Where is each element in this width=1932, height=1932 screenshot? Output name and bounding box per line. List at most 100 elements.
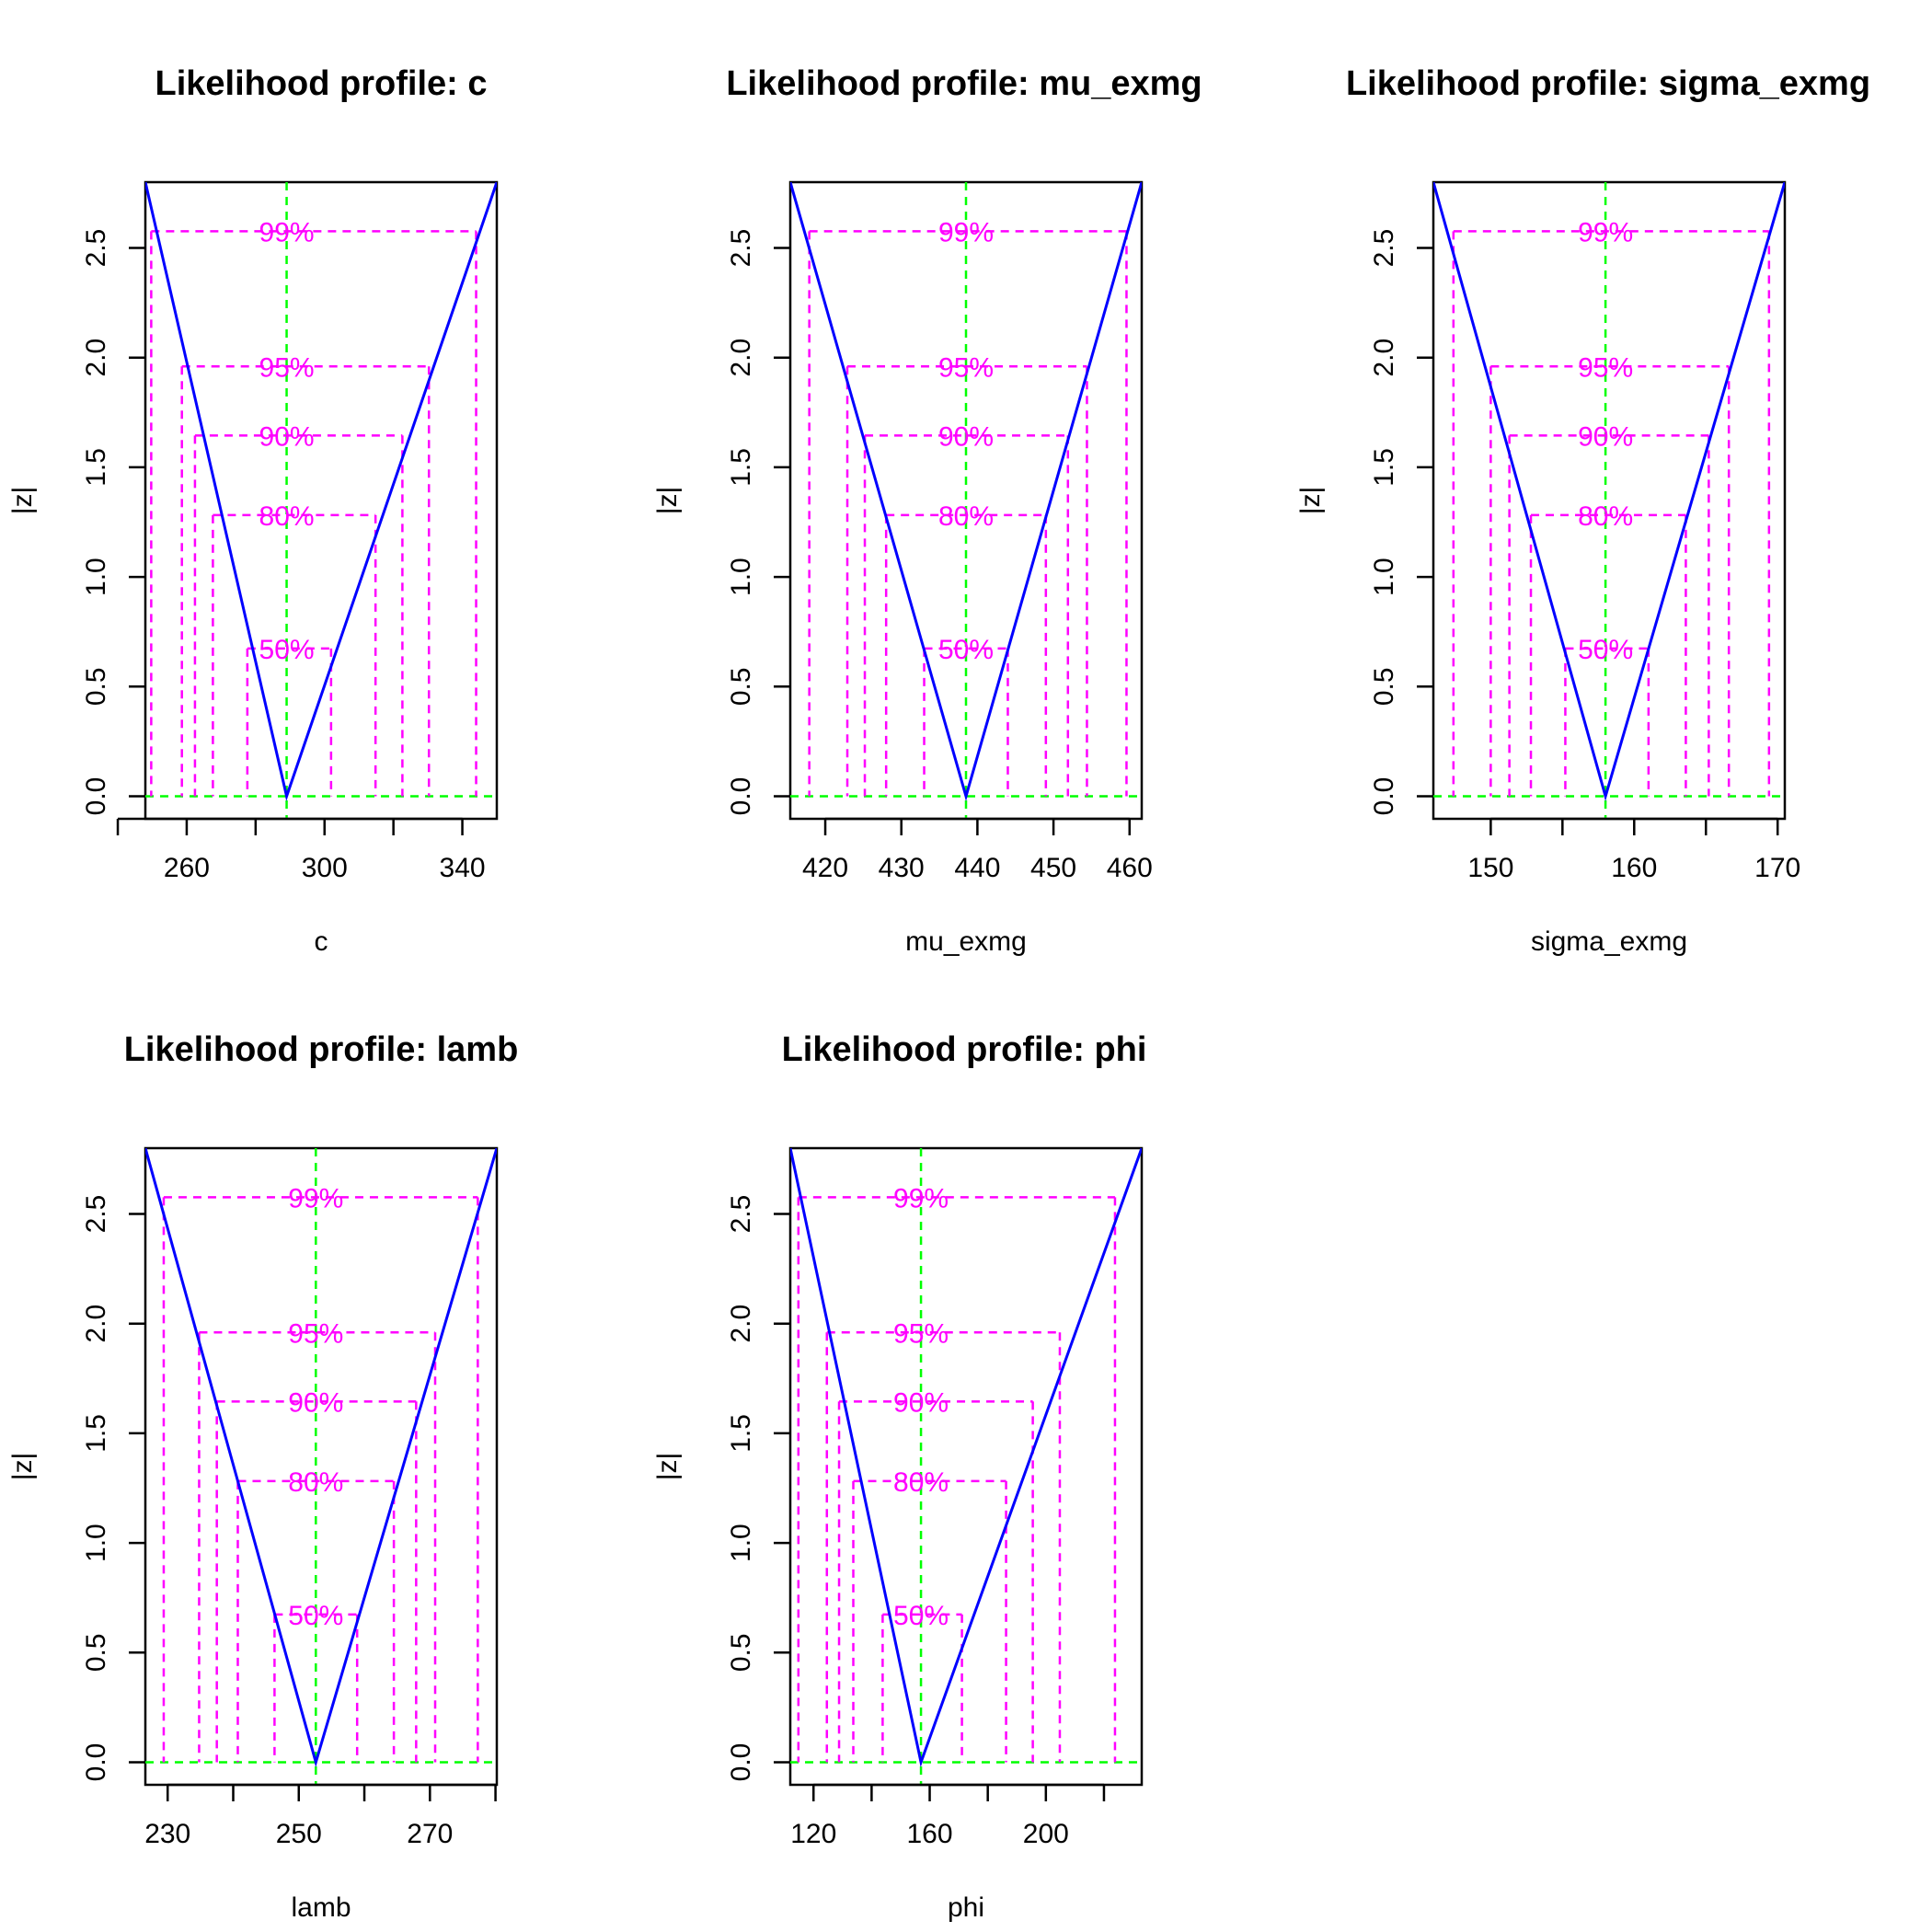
panel-c: Likelihood profile: c 50% 80% 90% 95% 99% 260 3… (7, 64, 499, 957)
level-label: 95% (938, 352, 994, 383)
level-label: 50% (259, 635, 315, 665)
plot-data (790, 1148, 1142, 1785)
y-tick-label: 0.0 (81, 777, 111, 816)
y-axis-label: |z| (7, 487, 38, 515)
y-tick-label: 2.0 (81, 339, 111, 377)
y-axis: 0.0 0.5 1.0 1.5 2.0 2.5 (81, 229, 145, 816)
level-label: 90% (288, 1387, 343, 1418)
x-axis: 260 300 340 (116, 817, 486, 883)
level-label: 90% (1578, 421, 1633, 452)
chart-title: Likelihood profile: phi (782, 1030, 1147, 1069)
y-tick-label: 2.0 (81, 1305, 111, 1343)
y-tick-label: 2.5 (726, 1195, 756, 1234)
x-tick-label: 300 (302, 853, 348, 883)
profile-line (145, 1148, 497, 1767)
x-tick-label: 420 (802, 853, 848, 883)
level-label: 99% (288, 1183, 343, 1213)
x-tick-label: 160 (907, 1819, 953, 1849)
level-label: 99% (893, 1183, 949, 1213)
x-tick-label: 340 (440, 853, 486, 883)
y-tick-label: 0.0 (81, 1743, 111, 1782)
y-tick-label: 2.5 (81, 1195, 111, 1234)
y-axis-label: |z| (7, 1453, 38, 1481)
x-tick-label: 260 (164, 853, 210, 883)
y-tick-label: 0.0 (726, 777, 756, 816)
y-tick-label: 0.5 (81, 667, 111, 706)
profile-line (790, 1148, 1142, 1767)
level-label: 90% (259, 421, 315, 452)
panel-mu_exmg: Likelihood profile: mu_exmg 50% 80% 90% 95% 9… (652, 64, 1202, 957)
y-axis-label: |z| (652, 487, 683, 515)
y-tick-label: 0.5 (81, 1633, 111, 1672)
y-axis-label: |z| (1295, 487, 1326, 515)
level-label: 80% (259, 501, 315, 532)
level-label: 50% (1578, 635, 1633, 665)
x-tick-label: 270 (407, 1819, 453, 1849)
y-tick-label: 0.0 (726, 1743, 756, 1782)
x-tick-label: 230 (144, 1819, 190, 1849)
y-tick-label: 1.5 (81, 1414, 111, 1453)
y-tick-label: 2.5 (726, 229, 756, 268)
level-label: 50% (288, 1601, 343, 1631)
panel-sigma_exmg: Likelihood profile: sigma_exmg 50% 80% 90% 9… (1295, 64, 1870, 957)
panel-phi: Likelihood profile: phi 50% 80% 90% 95% 99% 12… (652, 1030, 1147, 1923)
y-tick-label: 0.0 (1369, 777, 1399, 816)
plot-data (790, 182, 1142, 819)
y-tick-label: 0.5 (726, 1633, 756, 1672)
x-axis-label: c (315, 926, 328, 957)
x-axis-label: lamb (291, 1892, 351, 1923)
level-label: 99% (259, 217, 315, 247)
x-axis: 150 160 170 (1467, 817, 1800, 883)
level-label: 50% (938, 635, 994, 665)
y-axis: 0.0 0.5 1.0 1.5 2.0 2.5 (726, 1195, 790, 1782)
level-label: 90% (938, 421, 994, 452)
panel-lamb: Likelihood profile: lamb 50% 80% 90% 95% 99% 2… (7, 1030, 518, 1923)
y-tick-label: 1.0 (726, 1524, 756, 1562)
level-label: 95% (893, 1318, 949, 1349)
level-label: 95% (1578, 352, 1633, 383)
y-axis: 0.0 0.5 1.0 1.5 2.0 2.5 (81, 1195, 145, 1782)
y-axis: 0.0 0.5 1.0 1.5 2.0 2.5 (726, 229, 790, 816)
y-axis-label: |z| (652, 1453, 683, 1481)
y-tick-label: 1.0 (726, 558, 756, 596)
x-tick-label: 150 (1467, 853, 1513, 883)
level-label: 80% (288, 1467, 343, 1498)
x-axis: 230 250 270 (144, 1783, 497, 1849)
x-tick-label: 160 (1611, 853, 1657, 883)
level-label: 80% (1578, 501, 1633, 532)
y-tick-label: 2.5 (81, 229, 111, 268)
level-label: 80% (893, 1467, 949, 1498)
y-tick-label: 1.0 (81, 1524, 111, 1562)
y-tick-label: 0.5 (726, 667, 756, 706)
y-tick-label: 1.0 (81, 558, 111, 596)
plot-data (1433, 182, 1785, 819)
y-tick-label: 1.5 (726, 1414, 756, 1453)
plot-data (145, 182, 497, 819)
level-label: 50% (893, 1601, 949, 1631)
x-tick-label: 200 (1023, 1819, 1069, 1849)
y-tick-label: 2.5 (1369, 229, 1399, 268)
y-tick-label: 2.0 (726, 1305, 756, 1343)
y-axis: 0.0 0.5 1.0 1.5 2.0 2.5 (1369, 229, 1433, 816)
level-label: 90% (893, 1387, 949, 1418)
chart-title: Likelihood profile: sigma_exmg (1346, 64, 1870, 103)
profile-line (145, 182, 497, 801)
y-tick-label: 1.0 (1369, 558, 1399, 596)
level-label: 95% (288, 1318, 343, 1349)
y-tick-label: 1.5 (81, 448, 111, 487)
y-tick-label: 1.5 (726, 448, 756, 487)
profile-line (1433, 182, 1785, 801)
x-tick-label: 440 (954, 853, 1000, 883)
y-tick-label: 2.0 (1369, 339, 1399, 377)
x-tick-label: 120 (790, 1819, 836, 1849)
chart-title: Likelihood profile: lamb (124, 1030, 519, 1069)
plot-frame (788, 1146, 1144, 1787)
chart-title: Likelihood profile: c (155, 64, 487, 103)
x-tick-label: 250 (276, 1819, 322, 1849)
level-label: 95% (259, 352, 315, 383)
x-axis-label: phi (948, 1892, 984, 1923)
y-tick-label: 1.5 (1369, 448, 1399, 487)
x-axis-label: mu_exmg (905, 926, 1027, 957)
level-label: 80% (938, 501, 994, 532)
